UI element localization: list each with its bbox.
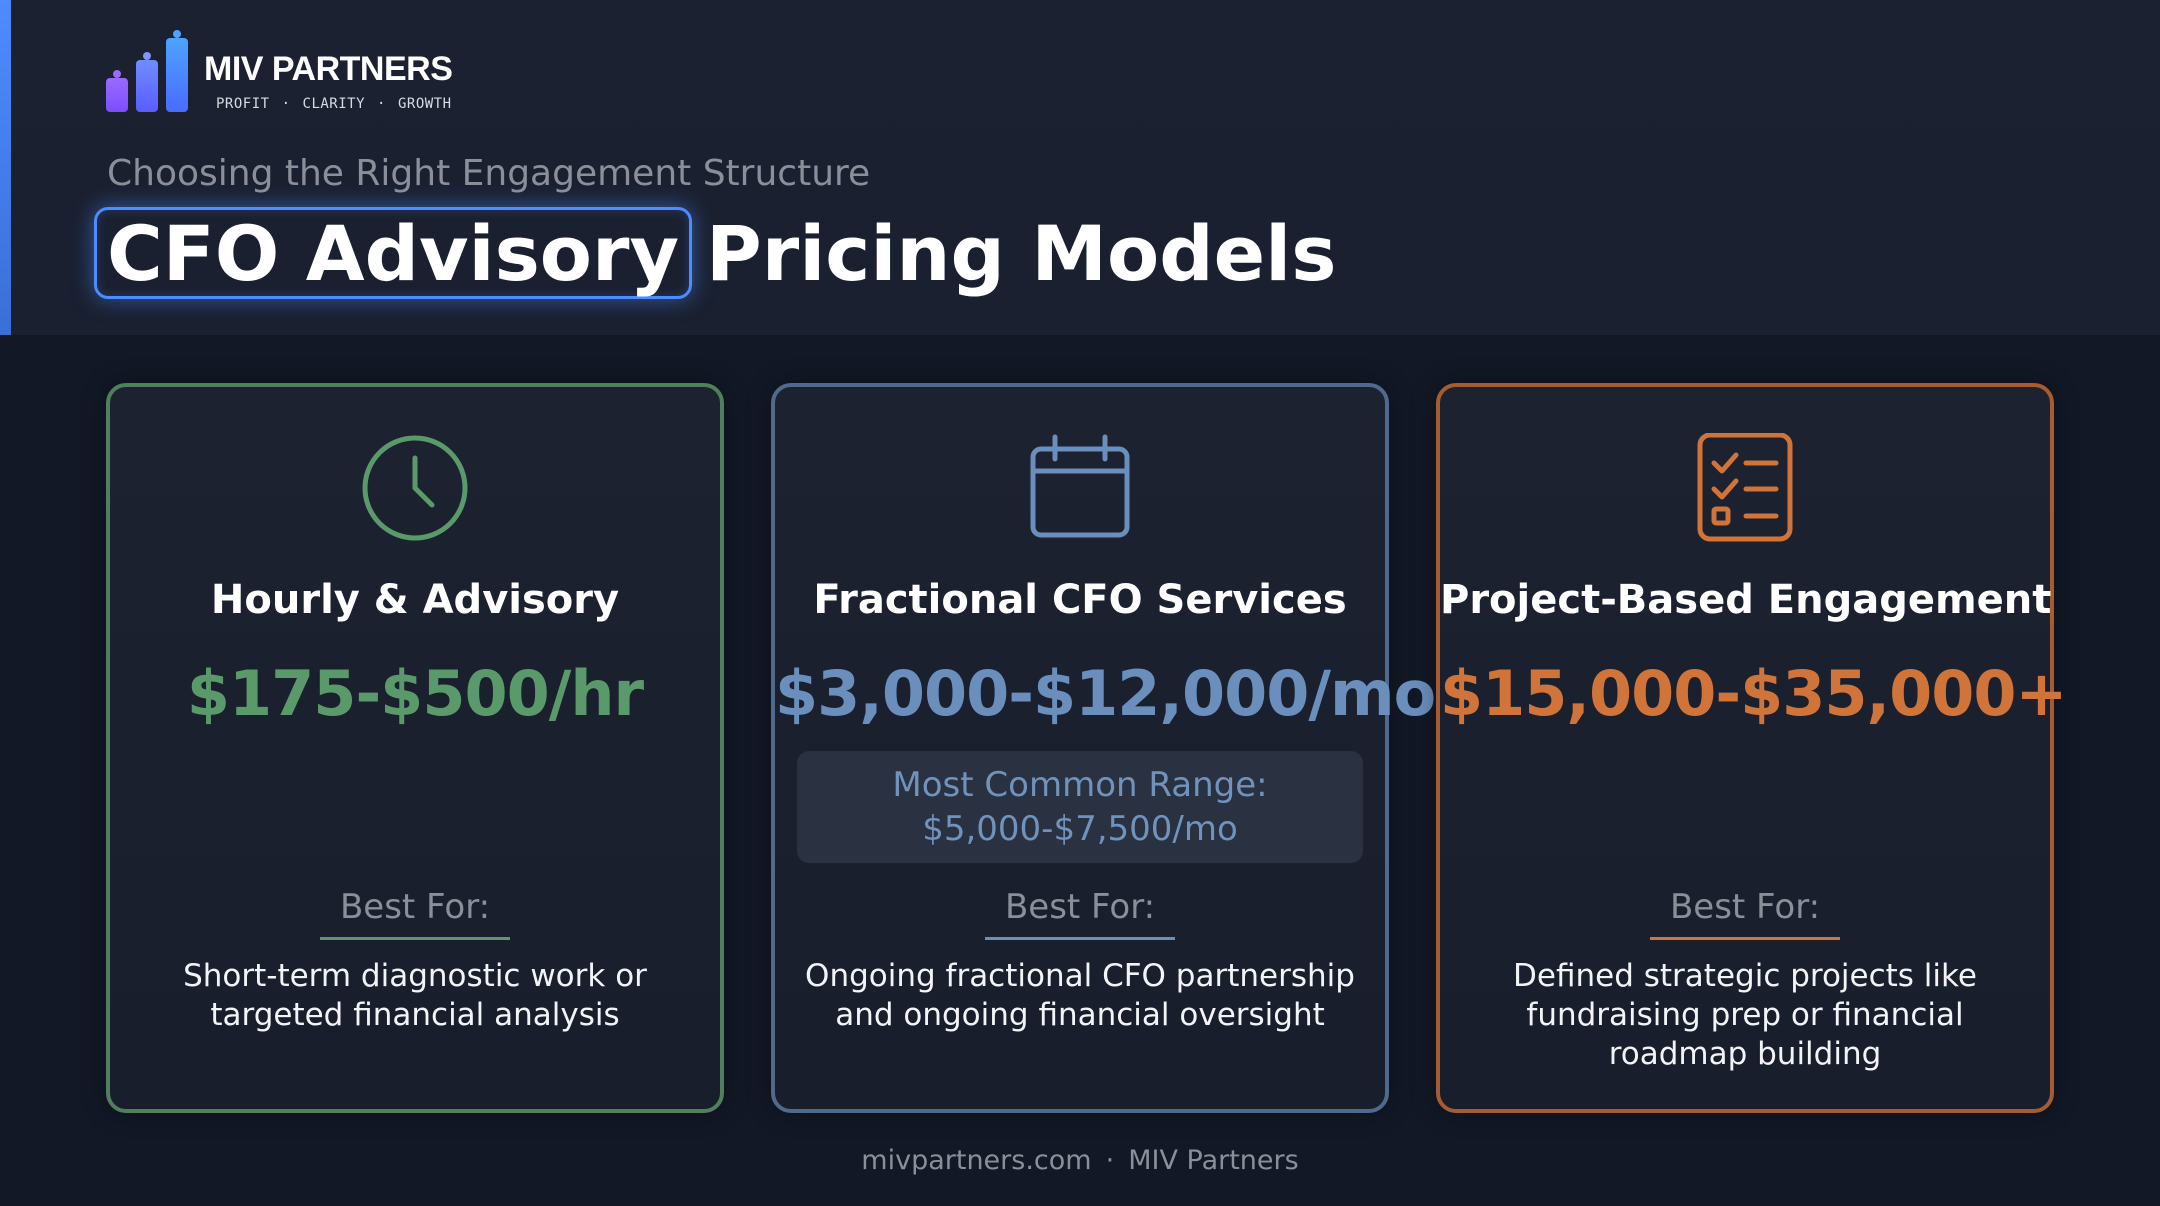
calendar-icon: [1030, 434, 1130, 538]
title-highlight-text: CFO Advisory: [107, 208, 680, 298]
header-band: MIV PARTNERS PROFIT · CLARITY · GROWTH Choos…: [0, 0, 2160, 335]
footer-site: mivpartners.com: [861, 1145, 1092, 1176]
tagline-separator: ·: [281, 96, 291, 112]
card-price: $3,000-$12,000/mo: [775, 657, 1436, 730]
pricing-card-fractional: Fractional CFO Services $3,000-$12,000/m…: [771, 383, 1436, 1113]
card-description: Ongoing fractional CFO partnership and o…: [805, 958, 1355, 1033]
card-price: $175-$500/hr: [186, 657, 644, 730]
best-for-heading: Best For:: [1440, 887, 2050, 940]
best-for-heading: Best For:: [775, 887, 1385, 940]
best-for-label: Best For:: [1649, 887, 1841, 940]
card-description: Defined strategic projects like fundrais…: [1513, 958, 1977, 1072]
tagline-word: PROFIT: [216, 96, 270, 112]
footer: mivpartners.com · MIV Partners: [0, 1145, 2160, 1176]
page-subtitle: Choosing the Right Engagement Structure: [107, 153, 871, 194]
card-description: Short-term diagnostic work or targeted f…: [183, 958, 647, 1033]
common-range-box: Most Common Range: $5,000-$7,500/mo: [797, 751, 1363, 863]
tagline-separator: ·: [377, 96, 386, 112]
card-title: Hourly & Advisory: [210, 577, 620, 623]
brand-name: MIV PARTNERS: [204, 50, 453, 88]
title-highlight-box: CFO Advisory: [94, 207, 693, 299]
pricing-card-hourly: Hourly & Advisory $175-$500/hr Best For:…: [106, 383, 724, 1113]
best-for-label: Best For:: [319, 887, 511, 940]
tagline-word: GROWTH: [397, 96, 452, 112]
tagline-word: CLARITY: [302, 96, 366, 112]
card-price: $15,000-$35,000+: [1440, 657, 2067, 730]
brand-logo: MIV PARTNERS PROFIT · CLARITY · GROWTH: [106, 30, 486, 114]
page-title: CFO Advisory Pricing Models: [94, 207, 1336, 299]
checklist-icon: [1697, 433, 1793, 542]
pricing-card-project: Project-Based Engagement $15,000-$35,000…: [1436, 383, 2067, 1113]
card-title: Project-Based Engagement: [1440, 577, 2052, 623]
accent-bar: [0, 0, 11, 335]
brand-tagline: PROFIT · CLARITY · GROWTH: [216, 96, 452, 112]
card-title: Fractional CFO Services: [813, 577, 1347, 623]
best-for-heading: Best For:: [110, 887, 720, 940]
common-range-value: $5,000-$7,500/mo: [922, 809, 1238, 849]
title-rest-text: Pricing Models: [706, 208, 1337, 298]
clock-icon: [362, 435, 468, 541]
footer-company: MIV Partners: [1128, 1145, 1299, 1176]
footer-separator: ·: [1105, 1145, 1115, 1176]
common-range-label: Most Common Range:: [892, 765, 1268, 805]
bar-chart-logo-icon: [106, 30, 188, 112]
best-for-label: Best For:: [984, 887, 1176, 940]
